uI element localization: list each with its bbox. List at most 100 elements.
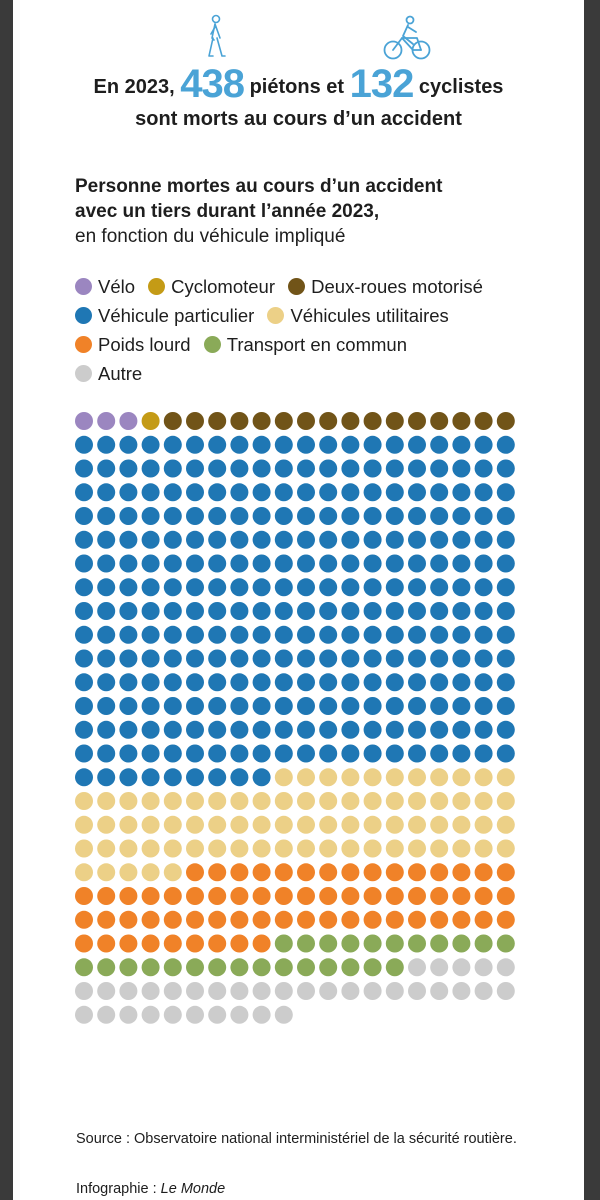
waffle-dot-vehicules-utilitaires: [363, 815, 382, 834]
waffle-dot-vehicule-particulier: [452, 697, 471, 715]
waffle-dot-deux-roues-motorise: [408, 412, 426, 430]
legend-label: Poids lourd: [98, 334, 191, 355]
waffle-dot-vehicule-particulier: [75, 697, 93, 715]
chart-title-line-1: Personne mortes au cours d’un accident: [75, 176, 443, 197]
waffle-dot-vehicule-particulier: [297, 578, 315, 597]
waffle-dot-vehicules-utilitaires: [430, 839, 449, 858]
waffle-dot-vehicule-particulier: [496, 649, 515, 668]
waffle-dot-velo: [75, 412, 93, 430]
waffle-dot-vehicule-particulier: [141, 435, 160, 454]
waffle-dot-vehicules-utilitaires: [408, 768, 426, 787]
waffle-dot-vehicule-particulier: [119, 625, 138, 644]
waffle-dot-vehicule-particulier: [408, 530, 426, 549]
waffle-dot-vehicule-particulier: [430, 744, 449, 763]
waffle-dot-vehicules-utilitaires: [452, 839, 471, 858]
legend-label: Cyclomoteur: [171, 276, 276, 297]
waffle-dot-autre: [297, 982, 315, 1000]
waffle-dot-vehicule-particulier: [75, 483, 93, 502]
waffle-dot-vehicule-particulier: [408, 554, 426, 573]
waffle-dot-vehicules-utilitaires: [452, 815, 471, 834]
waffle-dot-vehicule-particulier: [141, 459, 160, 478]
waffle-dot-poids-lourd: [119, 934, 138, 953]
waffle-dot-vehicule-particulier: [141, 507, 160, 525]
waffle-dot-vehicule-particulier: [163, 768, 182, 787]
waffle-dot-vehicule-particulier: [496, 459, 515, 478]
waffle-dot-vehicule-particulier: [363, 673, 382, 692]
waffle-dot-deux-roues-motorise: [252, 412, 271, 430]
waffle-dot-vehicule-particulier: [208, 435, 227, 454]
waffle-dot-vehicule-particulier: [408, 578, 426, 597]
waffle-dot-vehicule-particulier: [363, 530, 382, 549]
waffle-dot-vehicule-particulier: [163, 649, 182, 668]
waffle-dot-vehicule-particulier: [474, 625, 493, 644]
waffle-dot-vehicule-particulier: [208, 459, 227, 478]
waffle-dot-vehicules-utilitaires: [341, 792, 360, 810]
waffle-dot-vehicules-utilitaires: [97, 863, 116, 882]
waffle-dot-vehicule-particulier: [274, 554, 293, 573]
waffle-dot-vehicule-particulier: [408, 435, 426, 454]
waffle-dot-transport-en-commun: [341, 958, 360, 977]
source-note: Source : Observatoire national intermini…: [76, 1131, 517, 1147]
chart-subtitle: en fonction du véhicule impliqué: [75, 226, 346, 247]
waffle-dot-vehicule-particulier: [230, 744, 249, 763]
waffle-dot-vehicule-particulier: [230, 483, 249, 502]
waffle-dot-vehicule-particulier: [97, 649, 116, 668]
waffle-dot-vehicule-particulier: [75, 625, 93, 644]
waffle-dot-vehicule-particulier: [119, 602, 138, 620]
waffle-dot-vehicules-utilitaires: [474, 768, 493, 787]
waffle-dot-vehicule-particulier: [430, 625, 449, 644]
waffle-dot-poids-lourd: [430, 887, 449, 905]
waffle-dot-vehicule-particulier: [163, 578, 182, 597]
waffle-dot-vehicule-particulier: [163, 530, 182, 549]
waffle-dot-vehicule-particulier: [163, 602, 182, 620]
waffle-dot-vehicule-particulier: [363, 625, 382, 644]
waffle-dot-poids-lourd: [208, 910, 227, 929]
waffle-dot-autre: [186, 1005, 204, 1024]
waffle-dot-vehicule-particulier: [97, 720, 116, 739]
waffle-dot-vehicule-particulier: [385, 697, 404, 715]
waffle-dot-poids-lourd: [363, 887, 382, 905]
waffle-dot-vehicule-particulier: [97, 530, 116, 549]
waffle-dot-vehicule-particulier: [141, 578, 160, 597]
waffle-dot-vehicule-particulier: [385, 578, 404, 597]
waffle-dot-vehicule-particulier: [452, 625, 471, 644]
waffle-dot-vehicule-particulier: [230, 768, 249, 787]
legend-swatch: [75, 307, 92, 324]
waffle-dot-vehicule-particulier: [452, 649, 471, 668]
waffle-dot-vehicule-particulier: [496, 435, 515, 454]
waffle-dot-vehicules-utilitaires: [163, 839, 182, 858]
waffle-dot-vehicule-particulier: [385, 649, 404, 668]
waffle-dot-vehicule-particulier: [297, 602, 315, 620]
waffle-dot-vehicule-particulier: [363, 554, 382, 573]
waffle-chart: [75, 412, 515, 1024]
waffle-dot-vehicules-utilitaires: [297, 839, 315, 858]
waffle-dot-vehicule-particulier: [186, 507, 204, 525]
waffle-dot-vehicules-utilitaires: [163, 863, 182, 882]
waffle-dot-vehicules-utilitaires: [430, 768, 449, 787]
waffle-dot-vehicule-particulier: [186, 554, 204, 573]
waffle-dot-vehicules-utilitaires: [186, 839, 204, 858]
waffle-dot-vehicule-particulier: [363, 459, 382, 478]
waffle-dot-vehicule-particulier: [408, 602, 426, 620]
waffle-dot-vehicule-particulier: [274, 483, 293, 502]
waffle-dot-vehicule-particulier: [363, 697, 382, 715]
waffle-dot-poids-lourd: [252, 863, 271, 882]
waffle-dot-vehicules-utilitaires: [230, 792, 249, 810]
waffle-dot-vehicules-utilitaires: [141, 839, 160, 858]
waffle-dot-poids-lourd: [75, 887, 93, 905]
waffle-dot-poids-lourd: [363, 910, 382, 929]
waffle-dot-vehicule-particulier: [119, 435, 138, 454]
waffle-dot-vehicule-particulier: [430, 435, 449, 454]
waffle-dot-vehicule-particulier: [496, 625, 515, 644]
waffle-dot-vehicule-particulier: [363, 649, 382, 668]
waffle-dot-vehicule-particulier: [119, 697, 138, 715]
waffle-dot-vehicule-particulier: [208, 483, 227, 502]
waffle-dot-vehicules-utilitaires: [297, 792, 315, 810]
waffle-dot-vehicule-particulier: [230, 507, 249, 525]
waffle-dot-vehicules-utilitaires: [75, 863, 93, 882]
waffle-dot-poids-lourd: [97, 887, 116, 905]
waffle-dot-vehicule-particulier: [163, 507, 182, 525]
waffle-dot-vehicule-particulier: [186, 578, 204, 597]
waffle-dot-vehicule-particulier: [408, 649, 426, 668]
waffle-dot-poids-lourd: [297, 863, 315, 882]
